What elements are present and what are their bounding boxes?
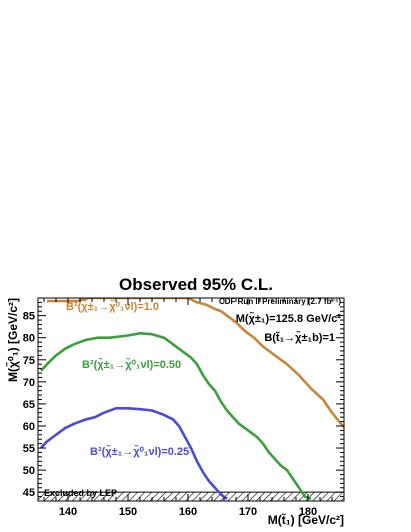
x-tick-label: 170: [239, 506, 257, 518]
y-axis-label: M(χ̃⁰₁) [GeV/c²]: [5, 298, 20, 382]
experiment-label: CDF Run II Preliminary (2.7 fb⁻¹): [219, 297, 341, 306]
x-tick-label: 150: [119, 506, 137, 518]
y-tick-label: 75: [23, 355, 35, 367]
y-axis: 45 50 55 60 65 70 75 80 85: [23, 301, 344, 499]
y-tick-label: 80: [23, 333, 35, 345]
stop-branching-label: B(t̃₁→χ̃±₁b)=1: [264, 331, 335, 344]
y-tick-label: 50: [23, 465, 35, 477]
lep-hatch: [38, 492, 344, 501]
x-axis-label: M(t̃₁) [GeV/c²]: [268, 512, 344, 527]
lep-region-label: Excluded by LEP: [44, 488, 117, 498]
y-tick-label: 55: [23, 443, 35, 455]
chart-title: Observed 95% C.L.: [119, 275, 273, 294]
chargino-mass-label: M(χ̃±₁)=125.8 GeV/c²: [236, 312, 342, 325]
y-tick-label: 70: [23, 377, 35, 389]
y-tick-label: 85: [23, 311, 35, 323]
x-tick-label: 140: [59, 506, 77, 518]
x-tick-label: 160: [179, 506, 197, 518]
series-label-1: B²(χ̃±₁→χ̃⁰₁νl)=1.0: [66, 300, 159, 313]
series-label-3: B²(χ̃±₁→χ̃⁰₁νl)=0.25: [90, 445, 189, 458]
x-axis: 140 150 160 170 180: [43, 298, 345, 518]
y-tick-label: 60: [23, 421, 35, 433]
series-line-3: [40, 406, 228, 500]
lep-excluded-region: [38, 491, 344, 501]
y-tick-label: 45: [23, 487, 35, 499]
y-tick-label: 65: [23, 399, 35, 411]
plot-frame: [37, 297, 345, 502]
x-tick-label: 180: [299, 506, 317, 518]
series-label-2: B²(χ̃±₁→χ̃⁰₁νl)=0.50: [82, 358, 181, 371]
series-line-2: [40, 331, 312, 501]
series-line-1: [47, 298, 344, 430]
